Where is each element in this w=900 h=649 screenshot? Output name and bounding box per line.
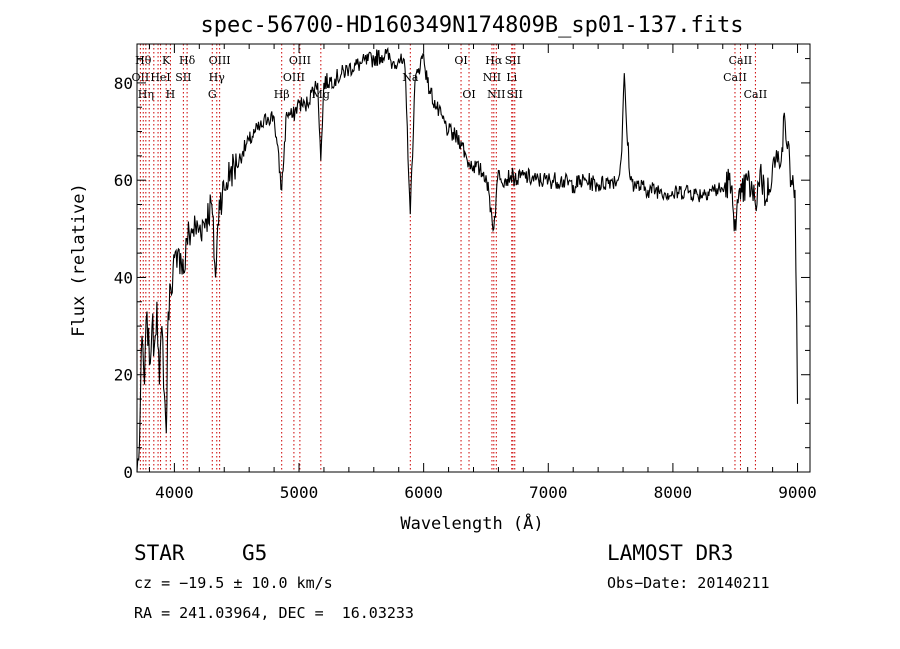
line-marker-label: Mg bbox=[312, 88, 330, 101]
y-tick-label: 40 bbox=[114, 268, 133, 287]
line-marker-label: NII bbox=[483, 71, 501, 84]
redshift-readout: cz = −19.5 ± 10.0 km/s bbox=[134, 574, 333, 592]
spectrum-series bbox=[136, 46, 799, 473]
y-tick-label: 0 bbox=[123, 463, 133, 482]
line-marker-label: CaII bbox=[723, 71, 747, 84]
x-tick-label: 6000 bbox=[404, 483, 443, 502]
line-marker-label: CaII bbox=[729, 54, 753, 67]
line-marker-label: OI bbox=[454, 54, 467, 67]
observation-date: Obs−Date: 20140211 bbox=[607, 574, 770, 592]
line-marker-label: OIII bbox=[289, 54, 311, 67]
survey-name: LAMOST DR3 bbox=[607, 541, 734, 565]
line-marker-label: HeI bbox=[150, 71, 170, 84]
object-class: STAR bbox=[134, 541, 185, 565]
line-marker-label: NII bbox=[487, 88, 505, 101]
y-tick-label: 80 bbox=[114, 74, 133, 93]
line-marker-label: SII bbox=[507, 88, 523, 101]
line-marker-label: Hα bbox=[485, 54, 503, 67]
line-marker-label: OIII bbox=[283, 71, 305, 84]
line-marker-label: Hδ bbox=[179, 54, 196, 67]
line-marker-label: OIII bbox=[209, 54, 231, 67]
line-markers: OIIHθHηHeIKHSIIHδGHγOIIIHβOIIIOIIIMgNaOI… bbox=[132, 44, 768, 472]
x-tick-label: 8000 bbox=[654, 483, 693, 502]
y-axis-label: Flux (relative) bbox=[69, 183, 89, 337]
line-marker-label: OII bbox=[132, 71, 150, 84]
x-tick-label: 4000 bbox=[155, 483, 194, 502]
x-tick-label: 7000 bbox=[529, 483, 568, 502]
line-marker-label: K bbox=[162, 54, 171, 67]
x-tick-label: 9000 bbox=[778, 483, 817, 502]
line-marker-label: OI bbox=[462, 88, 475, 101]
object-subclass: G5 bbox=[242, 541, 268, 565]
spectrum-line bbox=[136, 46, 799, 473]
chart-title: spec-56700-HD160349N174809B_sp01-137.fit… bbox=[200, 13, 743, 38]
y-tick-label: 20 bbox=[114, 366, 133, 385]
x-axis-label: Wavelength (Å) bbox=[400, 512, 543, 534]
line-marker-label: Hγ bbox=[209, 71, 226, 84]
line-marker-label: Hβ bbox=[274, 88, 290, 101]
y-tick-label: 60 bbox=[114, 171, 133, 190]
x-tick-label: 5000 bbox=[280, 483, 319, 502]
line-marker-label: G bbox=[208, 88, 217, 101]
plot-frame bbox=[136, 43, 811, 473]
line-marker-label: Hθ bbox=[135, 54, 152, 67]
line-marker-label: SII bbox=[175, 71, 191, 84]
line-marker-label: Li bbox=[506, 71, 517, 84]
line-marker-label: SII bbox=[505, 54, 521, 67]
axes: 4000 5000 6000 7000 8000 9000 0 20 40 60 80 bbox=[114, 43, 817, 502]
coordinates-readout: RA = 241.03964, DEC = 16.03233 bbox=[134, 604, 414, 622]
line-marker-label: H bbox=[166, 88, 176, 101]
line-marker-label: Hη bbox=[138, 88, 154, 101]
line-marker-label: CaII bbox=[744, 88, 768, 101]
